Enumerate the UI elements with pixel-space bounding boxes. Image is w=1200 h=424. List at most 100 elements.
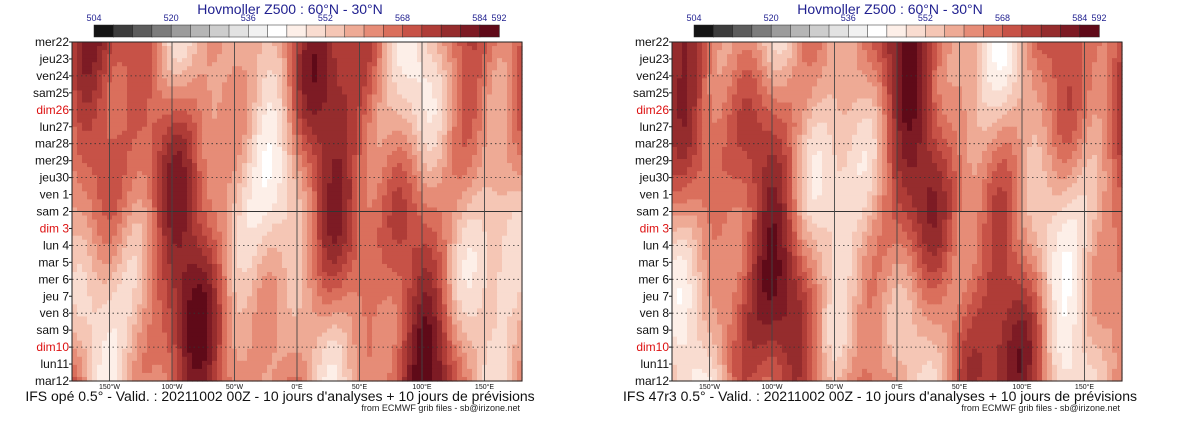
heatmap-cell xyxy=(317,66,323,71)
heatmap-cell xyxy=(452,243,458,249)
heatmap-cell xyxy=(257,118,263,124)
heatmap-cell xyxy=(352,58,358,63)
heatmap-cell xyxy=(252,70,258,75)
heatmap-cell xyxy=(82,207,88,213)
heatmap-cell xyxy=(72,227,78,233)
heatmap-cell xyxy=(122,239,128,245)
heatmap-cell xyxy=(182,255,188,261)
heatmap-cell xyxy=(132,42,138,47)
heatmap-cell xyxy=(392,58,398,63)
heatmap-cell xyxy=(92,150,98,156)
heatmap-cell xyxy=(82,146,88,152)
heatmap-cell xyxy=(77,126,83,132)
heatmap-cell xyxy=(252,175,258,180)
heatmap-cell xyxy=(217,78,223,83)
heatmap-cell xyxy=(92,70,98,75)
heatmap-cell xyxy=(147,247,153,253)
heatmap-cell xyxy=(192,211,198,217)
heatmap-cell xyxy=(367,126,373,132)
heatmap-cell xyxy=(327,159,333,164)
heatmap-cell xyxy=(462,82,468,87)
heatmap-cell xyxy=(72,50,78,55)
heatmap-cell xyxy=(392,110,398,116)
heatmap-cell xyxy=(472,179,478,184)
heatmap-cell xyxy=(127,130,133,136)
heatmap-cell xyxy=(97,247,103,253)
heatmap-cell xyxy=(282,239,288,245)
heatmap-cell xyxy=(157,130,163,136)
heatmap-cell xyxy=(212,126,218,132)
heatmap-cell xyxy=(212,223,218,229)
heatmap-cell xyxy=(497,62,503,67)
heatmap-cell xyxy=(427,94,433,100)
heatmap-cell xyxy=(142,118,148,124)
heatmap-cell xyxy=(372,159,378,164)
heatmap-cell xyxy=(332,239,338,245)
heatmap-cell xyxy=(117,195,123,200)
heatmap-cell xyxy=(517,223,523,229)
heatmap-cell xyxy=(217,195,223,200)
heatmap-cell xyxy=(427,74,433,79)
heatmap-cell xyxy=(487,159,493,164)
heatmap-cell xyxy=(287,179,293,184)
heatmap-cell xyxy=(192,50,198,55)
heatmap-cell xyxy=(312,199,318,205)
heatmap-cell xyxy=(372,146,378,152)
heatmap-cell xyxy=(397,82,403,87)
heatmap-cell xyxy=(517,227,523,233)
heatmap-cell xyxy=(272,46,278,51)
heatmap-cell xyxy=(102,163,108,168)
heatmap-cell xyxy=(367,66,373,71)
heatmap-cell xyxy=(242,243,248,249)
heatmap-cell xyxy=(512,70,518,75)
heatmap-cell xyxy=(297,215,303,221)
heatmap-cell xyxy=(217,163,223,168)
heatmap-cell xyxy=(467,191,473,196)
heatmap-cell xyxy=(267,122,273,128)
heatmap-cell xyxy=(87,102,93,108)
heatmap-cell xyxy=(102,110,108,116)
heatmap-cell xyxy=(347,90,353,96)
heatmap-cell xyxy=(77,134,83,140)
heatmap-cell xyxy=(417,171,423,176)
heatmap-cell xyxy=(402,134,408,140)
heatmap-cell xyxy=(162,146,168,152)
heatmap-cell xyxy=(72,163,78,168)
heatmap-cell xyxy=(477,195,483,200)
heatmap-cell xyxy=(367,150,373,156)
heatmap-cell xyxy=(157,263,163,269)
heatmap-cell xyxy=(257,255,263,261)
heatmap-cell xyxy=(137,207,143,213)
heatmap-cell xyxy=(192,102,198,108)
heatmap-cell xyxy=(102,62,108,67)
heatmap-cell xyxy=(82,98,88,104)
heatmap-cell xyxy=(387,199,393,205)
heatmap-cell xyxy=(117,211,123,217)
heatmap-cell xyxy=(497,110,503,116)
heatmap-cell xyxy=(102,239,108,245)
heatmap-cell xyxy=(327,227,333,233)
heatmap-cell xyxy=(122,142,128,148)
heatmap-cell xyxy=(352,42,358,47)
heatmap-cell xyxy=(362,223,368,229)
heatmap-cell xyxy=(497,122,503,128)
heatmap-cell xyxy=(247,255,253,261)
heatmap-cell xyxy=(152,199,158,205)
heatmap-cell xyxy=(202,223,208,229)
heatmap-cell xyxy=(327,82,333,87)
heatmap-cell xyxy=(92,146,98,152)
heatmap-cell xyxy=(507,74,513,79)
heatmap-cell xyxy=(312,195,318,200)
heatmap-cell xyxy=(457,114,463,120)
heatmap-cell xyxy=(127,126,133,132)
heatmap-cell xyxy=(362,94,368,100)
heatmap-cell xyxy=(197,235,203,241)
heatmap-cell xyxy=(397,118,403,124)
heatmap-cell xyxy=(92,199,98,205)
heatmap-cell xyxy=(302,223,308,229)
heatmap-cell xyxy=(152,122,158,128)
heatmap-cell xyxy=(472,138,478,144)
heatmap-cell xyxy=(222,118,228,124)
heatmap-cell xyxy=(212,66,218,71)
heatmap-cell xyxy=(412,134,418,140)
